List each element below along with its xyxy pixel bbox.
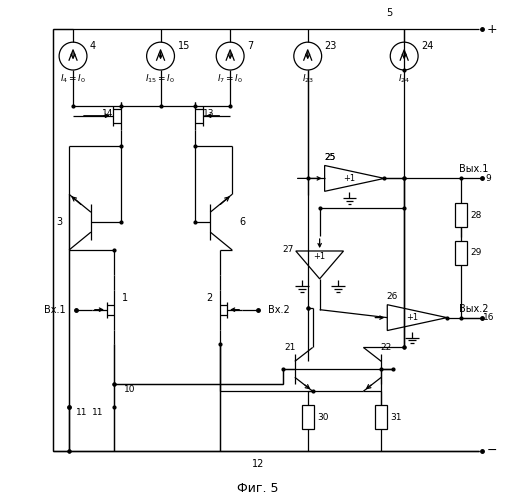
Text: 30: 30 bbox=[317, 413, 328, 422]
Text: Вх.1: Вх.1 bbox=[44, 305, 66, 315]
Text: 31: 31 bbox=[390, 413, 402, 422]
Text: 24: 24 bbox=[421, 41, 433, 51]
Text: $I_{23}$: $I_{23}$ bbox=[301, 73, 314, 85]
Text: 4: 4 bbox=[90, 41, 96, 51]
Text: 27: 27 bbox=[282, 246, 294, 254]
Text: +1: +1 bbox=[406, 313, 418, 322]
Text: 10: 10 bbox=[124, 385, 135, 394]
Text: +: + bbox=[486, 23, 497, 36]
Text: 25: 25 bbox=[324, 153, 336, 162]
Text: Фиг. 5: Фиг. 5 bbox=[237, 482, 279, 495]
Text: 6: 6 bbox=[239, 217, 245, 227]
Text: $I_4=I_0$: $I_4=I_0$ bbox=[60, 73, 86, 85]
Text: Вых.2: Вых.2 bbox=[459, 304, 489, 314]
Text: 21: 21 bbox=[284, 343, 296, 352]
Text: 7: 7 bbox=[247, 41, 253, 51]
Text: Вых.1: Вых.1 bbox=[459, 165, 489, 175]
Text: +1: +1 bbox=[314, 252, 326, 261]
Text: Вх.2: Вх.2 bbox=[268, 305, 290, 315]
Text: 15: 15 bbox=[177, 41, 190, 51]
Text: 22: 22 bbox=[381, 343, 392, 352]
Text: 5: 5 bbox=[386, 8, 392, 18]
Text: +1: +1 bbox=[343, 174, 356, 183]
Text: 2: 2 bbox=[206, 293, 212, 303]
Text: 26: 26 bbox=[387, 292, 398, 301]
Text: 3: 3 bbox=[56, 217, 62, 227]
Text: 28: 28 bbox=[470, 211, 481, 220]
Text: $I_{15}=I_0$: $I_{15}=I_0$ bbox=[145, 73, 176, 85]
Text: 29: 29 bbox=[470, 249, 481, 257]
Text: 25: 25 bbox=[324, 153, 336, 162]
Text: 14: 14 bbox=[102, 109, 114, 118]
Bar bbox=[455, 241, 467, 265]
Text: $I_7=I_0$: $I_7=I_0$ bbox=[217, 73, 244, 85]
Text: 11: 11 bbox=[76, 408, 87, 417]
Text: 9: 9 bbox=[486, 174, 492, 183]
Text: −: − bbox=[486, 445, 497, 458]
Bar bbox=[455, 203, 467, 227]
Text: 1: 1 bbox=[122, 293, 128, 303]
Text: 12: 12 bbox=[252, 459, 264, 469]
Text: 11: 11 bbox=[93, 408, 104, 417]
Bar bbox=[375, 405, 387, 429]
Text: 16: 16 bbox=[483, 313, 494, 322]
Text: 23: 23 bbox=[325, 41, 337, 51]
Text: 13: 13 bbox=[203, 109, 214, 118]
Text: $I_{24}$: $I_{24}$ bbox=[398, 73, 410, 85]
Bar bbox=[302, 405, 314, 429]
